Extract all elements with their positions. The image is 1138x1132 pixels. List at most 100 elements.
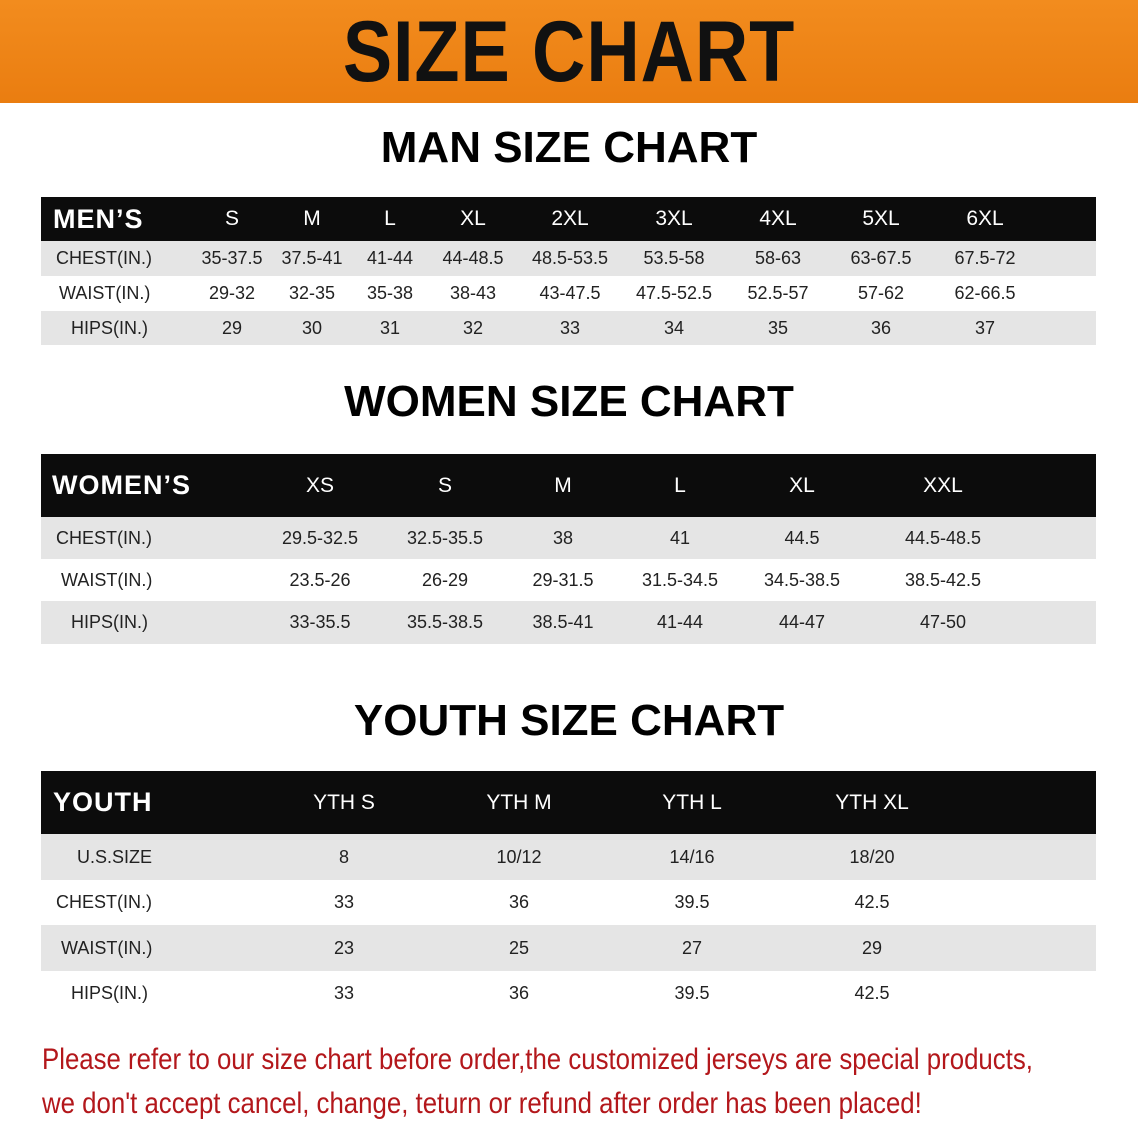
size-header-cell: 5XL: [862, 207, 900, 230]
table-cell: 35.5-38.5: [406, 612, 484, 632]
youth-size-table: YOUTH YTH S YTH M YTH L YTH XL U.S.SIZE 8 10/12…: [41, 771, 1096, 1016]
table-row: CHEST(IN.) 33 36 39.5 42.5: [41, 880, 1096, 925]
table-cell: 32-35: [288, 283, 336, 303]
measurement-label: HIPS(IN.): [71, 983, 149, 1003]
measurement-label: U.S.SIZE: [77, 846, 153, 867]
table-row: WAIST(IN.) 29-32 32-35 35-38 38-43 43-47.5 47.…: [41, 276, 1096, 311]
men-size-table: MEN’S S M L XL 2XL 3XL 4XL 5XL 6XL CHEST(IN.) 35-37…: [41, 197, 1096, 345]
measurement-label: HIPS(IN.): [71, 612, 149, 632]
measurement-label: HIPS(IN.): [71, 317, 149, 338]
table-title-cell: YOUTH: [53, 787, 153, 817]
table-cell: 30: [301, 317, 323, 338]
table-cell: 35-38: [366, 283, 414, 303]
table-cell: 33: [333, 983, 355, 1003]
table-cell: 23.5-26: [289, 569, 351, 590]
table-cell: 41-44: [656, 612, 704, 632]
table-cell: 18/20: [849, 846, 895, 867]
table-row: HIPS(IN.) 33 36 39.5 42.5: [41, 971, 1096, 1016]
table-row: U.S.SIZE 8 10/12 14/16 18/20: [41, 834, 1096, 880]
table-cell: 29: [221, 317, 243, 338]
size-header-cell: XL: [789, 473, 815, 497]
size-header-cell: XS: [305, 473, 335, 497]
banner-title: SIZE CHART: [342, 4, 796, 100]
size-chart-banner: SIZE CHART: [0, 0, 1138, 103]
table-row: HIPS(IN.) 29 30 31 32 33 34 35 36 37: [41, 311, 1096, 345]
size-header-cell: YTH M: [486, 790, 552, 814]
table-cell: 43-47.5: [539, 283, 601, 303]
table-cell: 37: [974, 317, 996, 338]
table-cell: 25: [508, 937, 530, 958]
table-row: WAIST(IN.) 23 25 27 29: [41, 925, 1096, 971]
order-notice-line-1: Please refer to our size chart before or…: [42, 1043, 1033, 1076]
table-cell: 44.5: [784, 527, 820, 548]
table-cell: 44.5-48.5: [904, 527, 982, 548]
table-cell: 42.5: [854, 892, 890, 912]
table-cell: 38-43: [449, 283, 497, 303]
men-section-title: MAN SIZE CHART: [380, 123, 758, 172]
table-cell: 31.5-34.5: [641, 569, 719, 590]
size-header-cell: S: [437, 473, 453, 497]
table-cell: 35-37.5: [201, 248, 263, 268]
size-header-cell: L: [384, 207, 396, 230]
size-header-cell: S: [224, 207, 240, 230]
table-cell: 41: [669, 527, 691, 548]
women-section-title: WOMEN SIZE CHART: [344, 377, 794, 426]
table-cell: 38.5-42.5: [904, 569, 982, 590]
table-cell: 41-44: [366, 248, 414, 268]
table-cell: 34: [663, 317, 685, 338]
table-cell: 32.5-35.5: [406, 527, 484, 548]
measurement-label: WAIST(IN.): [61, 937, 153, 958]
men-header-row: MEN’S S M L XL 2XL 3XL 4XL 5XL 6XL: [41, 197, 1096, 241]
table-cell: 34.5-38.5: [763, 569, 841, 590]
table-row: CHEST(IN.) 35-37.5 37.5-41 41-44 44-48.5 48.5…: [41, 241, 1096, 276]
table-cell: 39.5: [674, 983, 710, 1003]
table-cell: 47.5-52.5: [635, 283, 713, 303]
table-cell: 67.5-72: [954, 248, 1016, 268]
youth-section-title: YOUTH SIZE CHART: [353, 696, 785, 745]
table-cell: 44-47: [778, 612, 826, 632]
size-header-cell: 6XL: [966, 207, 1004, 230]
table-row: CHEST(IN.) 29.5-32.5 32.5-35.5 38 41 44.5 44.5…: [41, 517, 1096, 559]
table-cell: 62-66.5: [954, 283, 1016, 303]
table-cell: 36: [508, 892, 530, 912]
table-cell: 57-62: [857, 283, 905, 303]
table-cell: 29.5-32.5: [281, 527, 359, 548]
size-header-cell: XL: [460, 207, 486, 230]
table-title-cell: MEN’S: [53, 203, 144, 234]
size-header-cell: M: [303, 207, 321, 230]
table-cell: 29-31.5: [532, 569, 594, 590]
table-cell: 33: [559, 317, 581, 338]
table-cell: 36: [508, 983, 530, 1003]
table-cell: 33: [333, 892, 355, 912]
size-header-cell: YTH XL: [835, 790, 909, 814]
table-cell: 29: [861, 937, 883, 958]
table-cell: 8: [338, 846, 350, 867]
size-header-cell: 2XL: [551, 207, 589, 230]
table-cell: 48.5-53.5: [531, 248, 609, 268]
size-header-cell: L: [674, 473, 686, 497]
table-cell: 32: [462, 317, 484, 338]
table-cell: 63-67.5: [850, 248, 912, 268]
table-cell: 39.5: [674, 892, 710, 912]
table-cell: 37.5-41: [281, 248, 343, 268]
table-cell: 14/16: [669, 846, 715, 867]
size-header-cell: M: [554, 473, 572, 497]
table-cell: 44-48.5: [442, 248, 504, 268]
youth-header-row: YOUTH YTH S YTH M YTH L YTH XL: [41, 771, 1096, 834]
table-cell: 53.5-58: [643, 248, 705, 268]
table-cell: 42.5: [854, 983, 890, 1003]
table-cell: 38: [552, 527, 574, 548]
size-header-cell: YTH L: [662, 790, 722, 814]
table-cell: 29-32: [208, 283, 256, 303]
size-header-cell: 4XL: [759, 207, 797, 230]
table-cell: 31: [379, 317, 401, 338]
table-title-cell: WOMEN’S: [52, 470, 191, 500]
size-header-cell: YTH S: [313, 790, 375, 814]
measurement-label: CHEST(IN.): [56, 527, 152, 548]
table-cell: 35: [767, 317, 789, 338]
table-cell: 58-63: [754, 248, 802, 268]
order-notice-line-2: we don't accept cancel, change, teturn o…: [42, 1087, 922, 1120]
table-cell: 27: [681, 937, 703, 958]
table-cell: 38.5-41: [532, 612, 594, 632]
table-cell: 36: [870, 317, 892, 338]
